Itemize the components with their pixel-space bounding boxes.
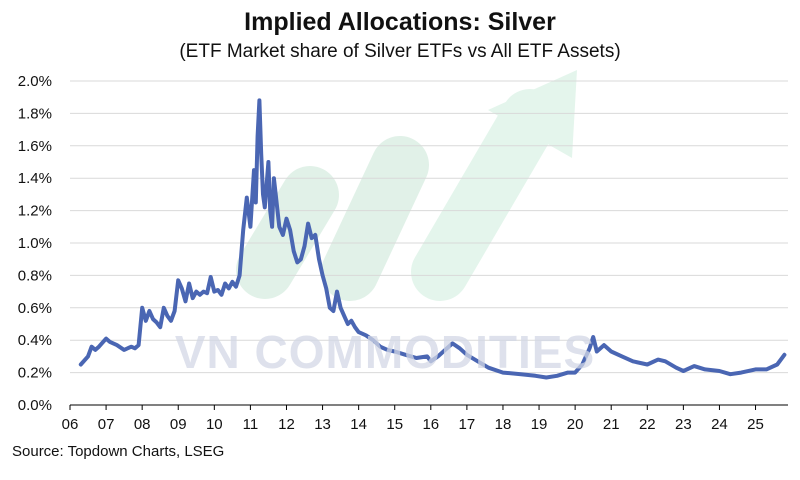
y-tick-label: 1.2% (18, 203, 52, 220)
x-tick-label: 22 (639, 416, 656, 433)
y-tick-label: 1.0% (18, 235, 52, 252)
chart-subtitle: (ETF Market share of Silver ETFs vs All … (179, 41, 620, 62)
x-tick-label: 18 (495, 416, 512, 433)
watermark-arrow-shaft (411, 89, 559, 301)
y-tick-label: 0.4% (18, 332, 52, 349)
y-tick-label: 2.0% (18, 73, 52, 90)
watermark-bar-left (236, 166, 339, 299)
x-axis-ticks: 06 07 08 09 10 11 12 13 14 15 16 17 18 19 20 21 22 23 24 25 (62, 405, 764, 433)
x-tick-label: 12 (278, 416, 295, 433)
x-tick-label: 09 (170, 416, 187, 433)
x-tick-label: 24 (711, 416, 728, 433)
chart-title: Implied Allocations: Silver (244, 8, 556, 36)
x-tick-label: 11 (243, 416, 259, 433)
x-tick-label: 13 (314, 416, 331, 433)
x-tick-label: 23 (675, 416, 692, 433)
x-tick-label: 06 (62, 416, 79, 433)
x-tick-label: 14 (350, 416, 367, 433)
y-tick-label: 1.6% (18, 138, 52, 155)
y-axis-ticks: 0.0% 0.2% 0.4% 0.6% 0.8% 1.0% 1.2% 1.4% 1.6% 1.8%… (18, 73, 52, 414)
y-tick-label: 1.4% (18, 170, 52, 187)
x-tick-label: 20 (567, 416, 584, 433)
watermark-text: VN COMMODITIES (175, 326, 595, 378)
x-tick-label: 25 (747, 416, 764, 433)
x-tick-label: 15 (386, 416, 403, 433)
watermark-arrow-head (488, 70, 577, 158)
y-tick-label: 0.0% (18, 397, 52, 414)
y-tick-label: 0.6% (18, 300, 52, 317)
source-note: Source: Topdown Charts, LSEG (12, 443, 224, 460)
x-tick-label: 08 (134, 416, 151, 433)
y-tick-label: 0.2% (18, 365, 52, 382)
series-line (78, 98, 787, 380)
y-tick-label: 0.8% (18, 267, 52, 284)
x-tick-label: 21 (603, 416, 620, 433)
x-tick-label: 10 (206, 416, 223, 433)
watermark-logo (236, 70, 577, 301)
y-tick-label: 1.8% (18, 105, 52, 122)
x-tick-label: 16 (422, 416, 439, 433)
x-tick-label: 17 (459, 416, 476, 433)
x-tick-label: 07 (98, 416, 115, 433)
grid-lines (70, 80, 788, 374)
watermark-bar-middle (321, 136, 429, 301)
x-tick-label: 19 (531, 416, 548, 433)
